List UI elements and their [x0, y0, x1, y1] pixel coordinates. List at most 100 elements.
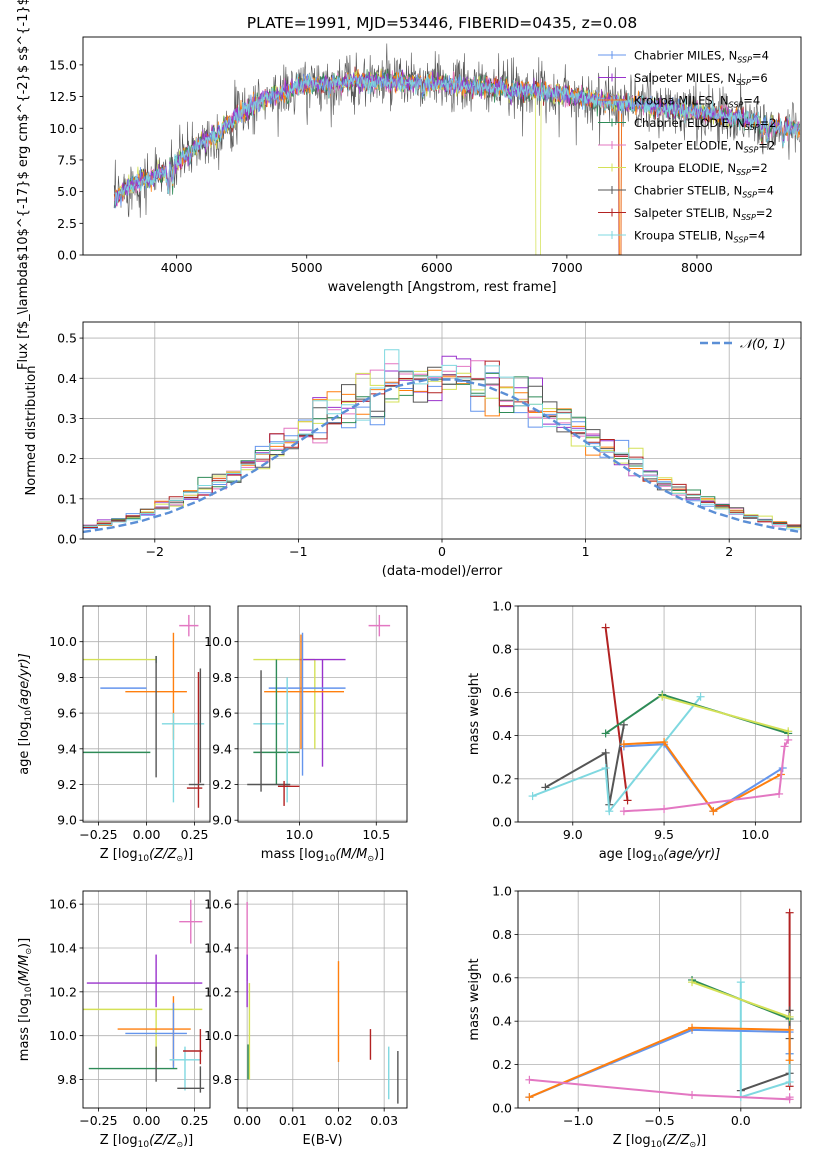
weight_vs_age-ylabel: mass weight: [467, 673, 482, 755]
weight_vs_age-xlabel: age [log10(age/yr)]: [599, 847, 721, 864]
residuals-plot-area: [83, 349, 801, 534]
age_vs_mass-ytick-label: 9.8: [212, 670, 232, 685]
weight_vs_Z-ytick-label: 0.8: [492, 927, 512, 942]
weight_vs_age-series-chabrier_miles: [623, 743, 784, 813]
legend-entry: Salpeter ELODIE, NSSP=2: [634, 139, 775, 155]
residuals-xtick-label: 1: [582, 544, 590, 559]
residuals-frame: [82, 321, 802, 540]
age_vs_mass-xtick-label: 10.5: [362, 827, 390, 842]
age_vs_mass-panel: 10.0 10.5 9.0 9.2 9.4 9.6 9.8 10.0 mass [log10(M…: [204, 605, 408, 864]
mass_vs_Z-xtick-label: −0.25: [79, 1113, 117, 1128]
residuals-ytick-label: 0.2: [57, 451, 77, 466]
legend-entry: Kroupa MILES, NSSP=4: [634, 94, 760, 110]
legend-entry: Kroupa ELODIE, NSSP=2: [634, 161, 768, 177]
mass_vs_EBV-xtick-label: 0.03: [370, 1113, 398, 1128]
weight_vs_Z-xtick-label: −1.0: [563, 1113, 593, 1128]
spectrum-legend: Chabrier MILES, NSSP=4 Salpeter MILES, NS…: [598, 49, 776, 245]
mass_vs_EBV-xtick-label: 0.00: [233, 1113, 261, 1128]
mass_vs_Z-ytick-label: 9.8: [57, 1072, 77, 1087]
weight_vs_age-xtick-label: 9.0: [563, 827, 583, 842]
weight_vs_Z-frame: [517, 890, 802, 1109]
spectrum-ylabel: Flux [f$_\lambda$10$^{-17}$ erg cm$^{-2}…: [16, 0, 31, 370]
weight_vs_Z-panel: −1.0 −0.5 0.0 0.0 0.2 0.4 0.6 0.8 1.0 Z [log10(Z/…: [467, 884, 802, 1150]
residuals-xtick-label: 2: [725, 544, 733, 559]
mass_vs_EBV-panel: 0.00 0.01 0.02 0.03 9.8 10.0 10.2 10.4 10.6 E(B-V…: [204, 890, 408, 1148]
mass_vs_Z-xlabel: Z [log10(Z/Z⊙)]: [100, 1133, 194, 1150]
weight_vs_age-ytick-label: 0.8: [492, 642, 512, 657]
age_vs_Z-xtick-label: 0.25: [181, 827, 209, 842]
weight_vs_age-panel: 9.0 9.5 10.0 0.0 0.2 0.4 0.6 0.8 1.0 age [log10(a…: [467, 599, 802, 864]
age_vs_Z-ytick-label: 9.4: [57, 741, 77, 756]
mass_vs_Z-ytick-label: 10.0: [49, 1028, 77, 1043]
weight_vs_age-series-kroupa_miles: [623, 741, 782, 813]
age_vs_mass-ytick-label: 9.4: [212, 741, 232, 756]
mass_vs_Z-ytick-label: 10.4: [49, 940, 77, 955]
weight_vs_Z-series-chabrier_stelib: [740, 1010, 791, 1092]
weight_vs_age-series-kroupa_stelib: [532, 696, 702, 814]
mass_vs_EBV-ytick-label: 9.8: [212, 1072, 232, 1087]
age_vs_Z-xlabel: Z [log10(Z/Z⊙)]: [100, 847, 194, 864]
spectrum-xtick-label: 6000: [421, 260, 453, 275]
spectrum-plot-area: [113, 43, 801, 255]
normal-curve: [83, 378, 801, 534]
normal-legend-label: 𝒩(0, 1): [740, 336, 786, 351]
residuals-xlabel: (data-model)/error: [382, 564, 503, 579]
spectrum-xlabel: wavelength [Angstrom, rest frame]: [328, 280, 557, 295]
weight_vs_age-ytick-label: 0.6: [492, 685, 512, 700]
legend-entry: Chabrier MILES, NSSP=4: [634, 49, 769, 65]
weight_vs_Z-series-kroupa_elodie: [691, 981, 790, 1018]
weight_vs_Z-xtick-label: −0.5: [644, 1113, 674, 1128]
legend-entry: Salpeter STELIB, NSSP=2: [634, 206, 773, 222]
residuals-grid: [83, 322, 801, 540]
mass_vs_EBV-frame: [237, 890, 408, 1109]
spectrum-ytick-label: 0.0: [57, 248, 77, 263]
weight_vs_Z-xlabel: Z [log10(Z/Z⊙)]: [613, 1133, 707, 1150]
age_vs_Z-plot-area: [83, 614, 205, 808]
residuals-xtick-label: 0: [438, 544, 446, 559]
age_vs_mass-ytick-label: 9.0: [212, 813, 232, 828]
spectrum-frame: [82, 36, 802, 256]
mass_vs_Z-plot-area: [83, 899, 205, 1093]
mass_vs_Z-xtick-label: 0.25: [181, 1113, 209, 1128]
mass_vs_Z-panel: −0.25 0.00 0.25 9.8 10.0 10.2 10.4 10.6 Z [log10…: [17, 890, 211, 1150]
age_vs_mass-frame: [237, 605, 408, 823]
weight_vs_Z-ytick-label: 0.4: [492, 1014, 512, 1029]
mass_vs_EBV-xlabel: E(B-V): [302, 1133, 342, 1148]
spectrum-ytick-label: 15.0: [49, 57, 77, 72]
legend-entry: Salpeter MILES, NSSP=6: [634, 71, 768, 87]
residuals-xtick-label: −2: [146, 544, 164, 559]
weight_vs_Z-ytick-label: 0.6: [492, 970, 512, 985]
mass_vs_EBV-xtick-label: 0.01: [279, 1113, 307, 1128]
weight_vs_Z-plot-area: [525, 908, 794, 1104]
spectrum-ytick-label: 2.5: [57, 216, 77, 231]
histogram-kroupa_stelib: [83, 349, 801, 530]
weight_vs_Z-ytick-label: 0.2: [492, 1057, 512, 1072]
weight_vs_Z-ytick-label: 0.0: [492, 1101, 512, 1116]
age_vs_Z-xtick-label: −0.25: [79, 827, 117, 842]
mass_vs_EBV-ytick-label: 10.0: [204, 1028, 232, 1043]
spectrum-ytick-label: 5.0: [57, 184, 77, 199]
age_vs_Z-frame: [82, 605, 211, 823]
age_vs_Z-panel: −0.25 0.00 0.25 9.0 9.2 9.4 9.6 9.8 10.0 Z [log10…: [17, 605, 211, 864]
age_vs_mass-xlabel: mass [log10(M/M⊙)]: [261, 847, 384, 864]
mass_vs_EBV-plot-area: [246, 901, 399, 1104]
mass_vs_Z-xtick-label: 0.00: [133, 1113, 161, 1128]
residuals-ytick-label: 0.4: [57, 371, 77, 386]
mass_vs_EBV-ytick-label: 10.4: [204, 940, 232, 955]
weight_vs_age-ytick-label: 0.4: [492, 728, 512, 743]
weight_vs_Z-ytick-label: 1.0: [492, 884, 512, 899]
weight_vs_age-ytick-label: 0.0: [492, 815, 512, 830]
weight_vs_Z-series-kroupa_miles: [529, 1026, 791, 1099]
age_vs_mass-ytick-label: 9.2: [212, 777, 232, 792]
spectrum-ytick-label: 7.5: [57, 152, 77, 167]
mass_vs_EBV-ytick-label: 10.2: [204, 984, 232, 999]
age_vs_Z-grid: [83, 606, 210, 822]
legend-entry: Chabrier STELIB, NSSP=4: [634, 184, 774, 200]
figure-title: PLATE=1991, MJD=53446, FIBERID=0435, z=0…: [247, 14, 637, 32]
age_vs_Z-ytick-label: 10.0: [49, 634, 77, 649]
weight_vs_age-ytick-label: 0.2: [492, 771, 512, 786]
age_vs_mass-plot-area: [247, 614, 391, 806]
legend-entry: Kroupa STELIB, NSSP=4: [634, 229, 765, 245]
spectrum-xtick-label: 7000: [551, 260, 583, 275]
